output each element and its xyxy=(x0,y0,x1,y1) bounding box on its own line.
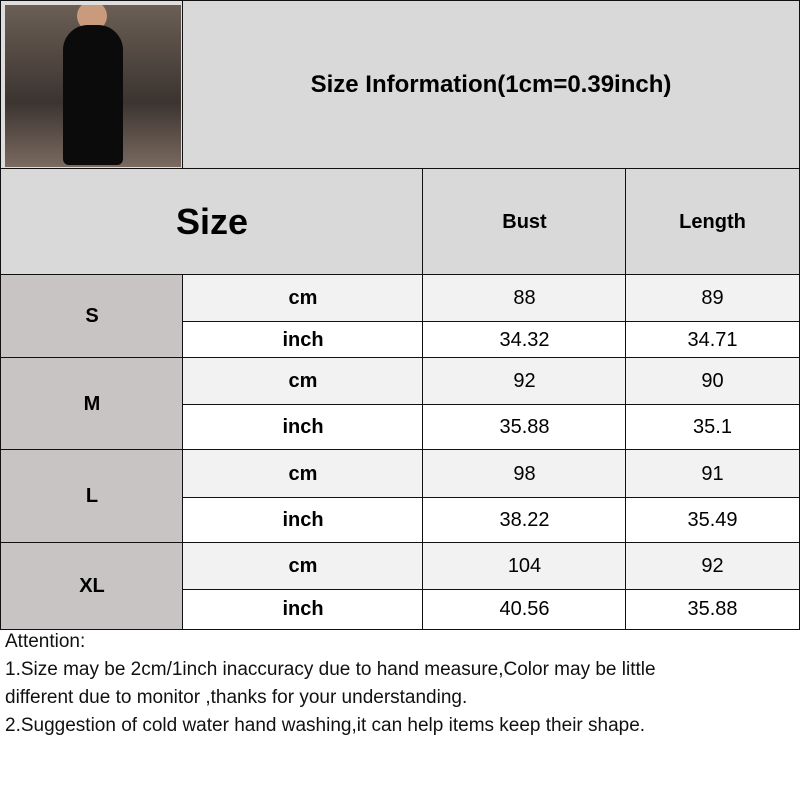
unit-cm: cm xyxy=(182,274,424,323)
length-value: 34.71 xyxy=(625,321,800,359)
size-label: S xyxy=(0,274,184,359)
unit-inch: inch xyxy=(182,404,424,451)
length-value: 92 xyxy=(625,542,800,591)
product-photo-frame xyxy=(0,0,184,170)
size-label: XL xyxy=(0,542,184,630)
length-value: 35.1 xyxy=(625,404,800,451)
length-value: 35.49 xyxy=(625,497,800,544)
bust-value: 88 xyxy=(422,274,627,323)
bust-value: 34.32 xyxy=(422,321,627,359)
unit-cm: cm xyxy=(182,449,424,499)
bust-header: Bust xyxy=(422,168,627,276)
bust-value: 104 xyxy=(422,542,627,591)
bust-value: 40.56 xyxy=(422,589,627,630)
length-value: 35.88 xyxy=(625,589,800,630)
attention-notes: Attention: 1.Size may be 2cm/1inch inacc… xyxy=(5,628,656,740)
bust-value: 38.22 xyxy=(422,497,627,544)
unit-inch: inch xyxy=(182,497,424,544)
size-info-title: Size Information(1cm=0.39inch) xyxy=(182,0,800,170)
length-value: 89 xyxy=(625,274,800,323)
note-line: 1.Size may be 2cm/1inch inaccuracy due t… xyxy=(5,659,656,680)
length-value: 90 xyxy=(625,357,800,406)
size-header: Size xyxy=(0,168,424,276)
unit-cm: cm xyxy=(182,357,424,406)
size-label: M xyxy=(0,357,184,451)
unit-cm: cm xyxy=(182,542,424,591)
bust-value: 92 xyxy=(422,357,627,406)
unit-inch: inch xyxy=(182,589,424,630)
length-header: Length xyxy=(625,168,800,276)
length-value: 91 xyxy=(625,449,800,499)
note-line: Attention: xyxy=(5,631,86,652)
unit-inch: inch xyxy=(182,321,424,359)
bust-value: 98 xyxy=(422,449,627,499)
note-line: different due to monitor ,thanks for you… xyxy=(5,687,468,708)
bust-value: 35.88 xyxy=(422,404,627,451)
product-photo xyxy=(5,5,181,167)
note-line: 2.Suggestion of cold water hand washing,… xyxy=(5,715,646,736)
size-label: L xyxy=(0,449,184,544)
